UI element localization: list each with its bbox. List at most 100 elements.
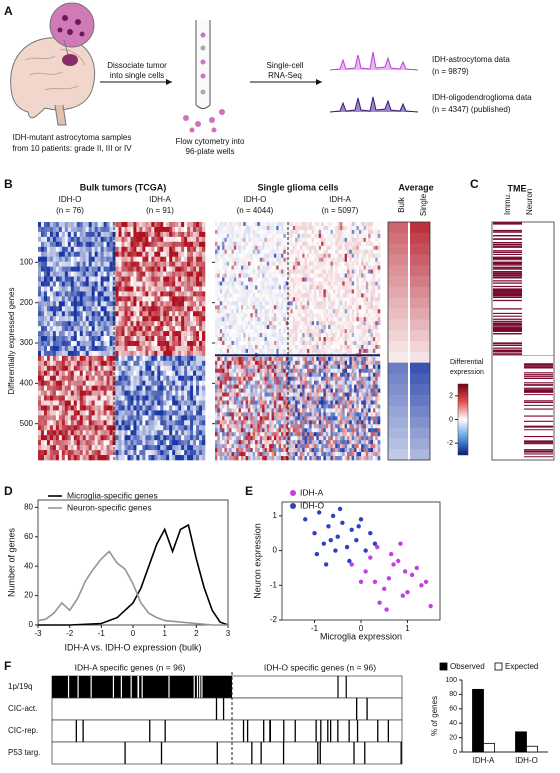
heatmap-cell xyxy=(139,390,143,396)
heatmap-cell xyxy=(172,380,176,386)
heatmap-cell xyxy=(330,289,334,294)
heatmap-cell xyxy=(130,375,134,381)
heatmap-cell xyxy=(154,395,158,401)
heatmap-cell xyxy=(332,301,336,306)
heatmap-cell xyxy=(115,231,119,238)
heatmap-cell xyxy=(61,266,66,272)
heatmap-cell xyxy=(302,344,305,350)
heatmap-cell xyxy=(163,276,167,282)
heatmap-cell xyxy=(304,344,308,350)
heatmap-cell xyxy=(339,337,343,342)
heatmap-cell xyxy=(58,266,63,272)
heatmap-cell xyxy=(252,333,256,338)
heatmap-cell xyxy=(325,321,329,326)
heatmap-cell xyxy=(351,289,355,294)
heatmap-cell xyxy=(46,226,51,233)
heatmap-cell xyxy=(196,370,200,377)
heatmap-cell xyxy=(240,289,244,294)
heatmap-cell xyxy=(94,296,98,302)
heatmap-cell xyxy=(142,385,146,391)
heatmap-cell xyxy=(139,430,143,436)
heatmap-cell xyxy=(354,301,357,306)
heatmap-cell xyxy=(193,341,197,347)
heatmap-cell xyxy=(88,331,92,337)
heatmap-cell xyxy=(238,285,242,290)
heatmap-cell xyxy=(292,277,296,282)
heatmap-cell xyxy=(332,305,336,310)
heatmap-cell xyxy=(187,415,191,421)
heatmap-cell xyxy=(145,345,149,352)
heatmap-cell xyxy=(335,309,338,314)
heatmap-cell xyxy=(127,336,131,342)
heatmap-cell xyxy=(79,241,84,248)
heatmap-cell xyxy=(175,306,179,312)
heatmap-cell xyxy=(79,326,84,332)
heatmap-cell xyxy=(46,365,51,372)
heatmap-cell xyxy=(285,301,289,306)
heatmap-cell xyxy=(349,269,353,274)
heatmap-cell xyxy=(292,225,296,231)
heatmap-cell xyxy=(335,297,338,302)
heatmap-cell xyxy=(328,277,331,282)
heatmap-cell xyxy=(325,293,329,298)
heatmap-cell xyxy=(219,265,223,270)
heatmap-cell xyxy=(309,301,312,306)
heatmap-cell xyxy=(103,321,107,327)
heatmap-cell xyxy=(40,226,45,233)
heatmap-cell xyxy=(196,455,200,461)
heatmap-cell xyxy=(124,415,128,421)
heatmap-cell xyxy=(151,435,155,441)
heatmap-cell xyxy=(255,277,258,282)
heatmap-cell xyxy=(269,309,272,314)
heatmap-cell xyxy=(335,321,338,326)
heatmap-cell xyxy=(226,309,230,314)
heatmap-cell xyxy=(344,233,348,239)
heatmap-cell xyxy=(136,316,140,322)
heatmap-cell xyxy=(224,225,228,231)
heatmap-cell xyxy=(368,233,371,239)
heatmap-cell xyxy=(85,326,89,332)
heatmap-cell xyxy=(184,321,188,327)
heatmap-cell xyxy=(46,261,51,267)
heatmap-cell xyxy=(259,348,263,354)
heatmap-cell xyxy=(255,249,258,255)
heatmap-cell xyxy=(356,229,360,235)
heatmap-cell xyxy=(40,326,45,332)
heatmap-cell xyxy=(281,285,284,290)
heatmap-cell xyxy=(323,321,327,326)
heatmap-cell xyxy=(58,276,63,282)
heatmap-cell xyxy=(311,293,315,298)
heatmap-cell xyxy=(288,277,291,282)
heatmap-cell xyxy=(238,253,242,258)
heatmap-cell xyxy=(91,430,95,436)
heatmap-cell xyxy=(330,261,334,266)
heatmap-cell xyxy=(118,350,122,357)
heatmap-cell xyxy=(169,226,173,233)
heatmap-cell xyxy=(127,226,131,233)
heatmap-cell xyxy=(202,355,206,362)
heatmap-cell xyxy=(118,226,122,233)
heatmap-cell xyxy=(368,273,371,278)
heatmap-cell xyxy=(295,237,298,243)
heatmap-cell xyxy=(103,420,107,426)
heatmap-cell xyxy=(217,233,221,239)
heatmap-cell xyxy=(311,229,315,235)
heatmap-cell xyxy=(325,269,329,274)
heatmap-cell xyxy=(136,410,140,416)
heatmap-cell xyxy=(332,321,336,326)
heatmap-cell xyxy=(372,257,376,262)
heatmap-cell xyxy=(262,325,265,330)
heatmap-cell xyxy=(344,269,348,274)
heatmap-cell xyxy=(79,425,84,431)
heatmap-cell xyxy=(257,241,261,247)
heatmap-cell xyxy=(151,231,155,238)
heatmap-cell xyxy=(67,341,72,347)
heatmap-cell xyxy=(97,435,101,441)
heatmap-cell xyxy=(145,296,149,302)
heatmap-cell xyxy=(351,225,355,231)
heatmap-cell xyxy=(299,337,303,342)
heatmap-cell xyxy=(175,420,179,426)
heatmap-cell xyxy=(82,341,87,347)
panel-label: B xyxy=(4,177,13,191)
heatmap-cell xyxy=(166,345,170,352)
